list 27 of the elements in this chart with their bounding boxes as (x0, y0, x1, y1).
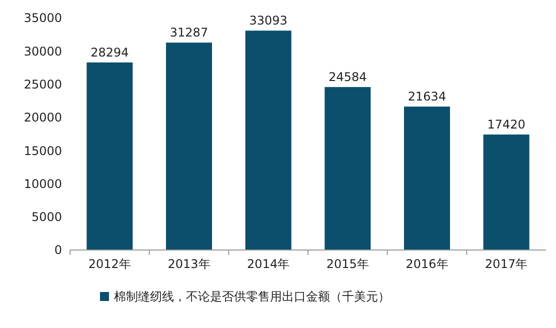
data-label: 24584 (328, 70, 367, 84)
legend-label: 棉制缝纫线，不论是否供零售用出口金额（千美元） (114, 290, 390, 304)
y-tick-label: 0 (54, 243, 62, 258)
data-label: 31287 (170, 26, 208, 40)
x-tick-label: 2016年 (406, 257, 448, 271)
y-tick-label: 5000 (31, 210, 62, 224)
y-tick-label: 35000 (24, 11, 62, 26)
y-tick-label: 25000 (24, 77, 62, 92)
data-label: 17420 (487, 118, 526, 132)
data-label: 21634 (408, 90, 446, 104)
x-tick-label: 2017年 (485, 257, 528, 271)
bar (86, 62, 133, 250)
x-tick-label: 2014年 (247, 257, 290, 271)
x-tick-label: 2015年 (326, 257, 369, 271)
bar (166, 42, 212, 250)
y-tick-label: 30000 (24, 44, 62, 58)
bar (245, 30, 292, 250)
data-label: 33093 (249, 14, 288, 28)
y-tick-label: 10000 (24, 176, 62, 191)
bar (324, 87, 371, 250)
bar (483, 134, 530, 250)
data-label: 28294 (90, 45, 129, 60)
y-tick-label: 15000 (24, 144, 62, 158)
bar (404, 106, 450, 250)
x-tick-label: 2012年 (88, 257, 131, 271)
x-tick-label: 2013年 (168, 257, 210, 271)
y-tick-label: 20000 (24, 110, 62, 125)
